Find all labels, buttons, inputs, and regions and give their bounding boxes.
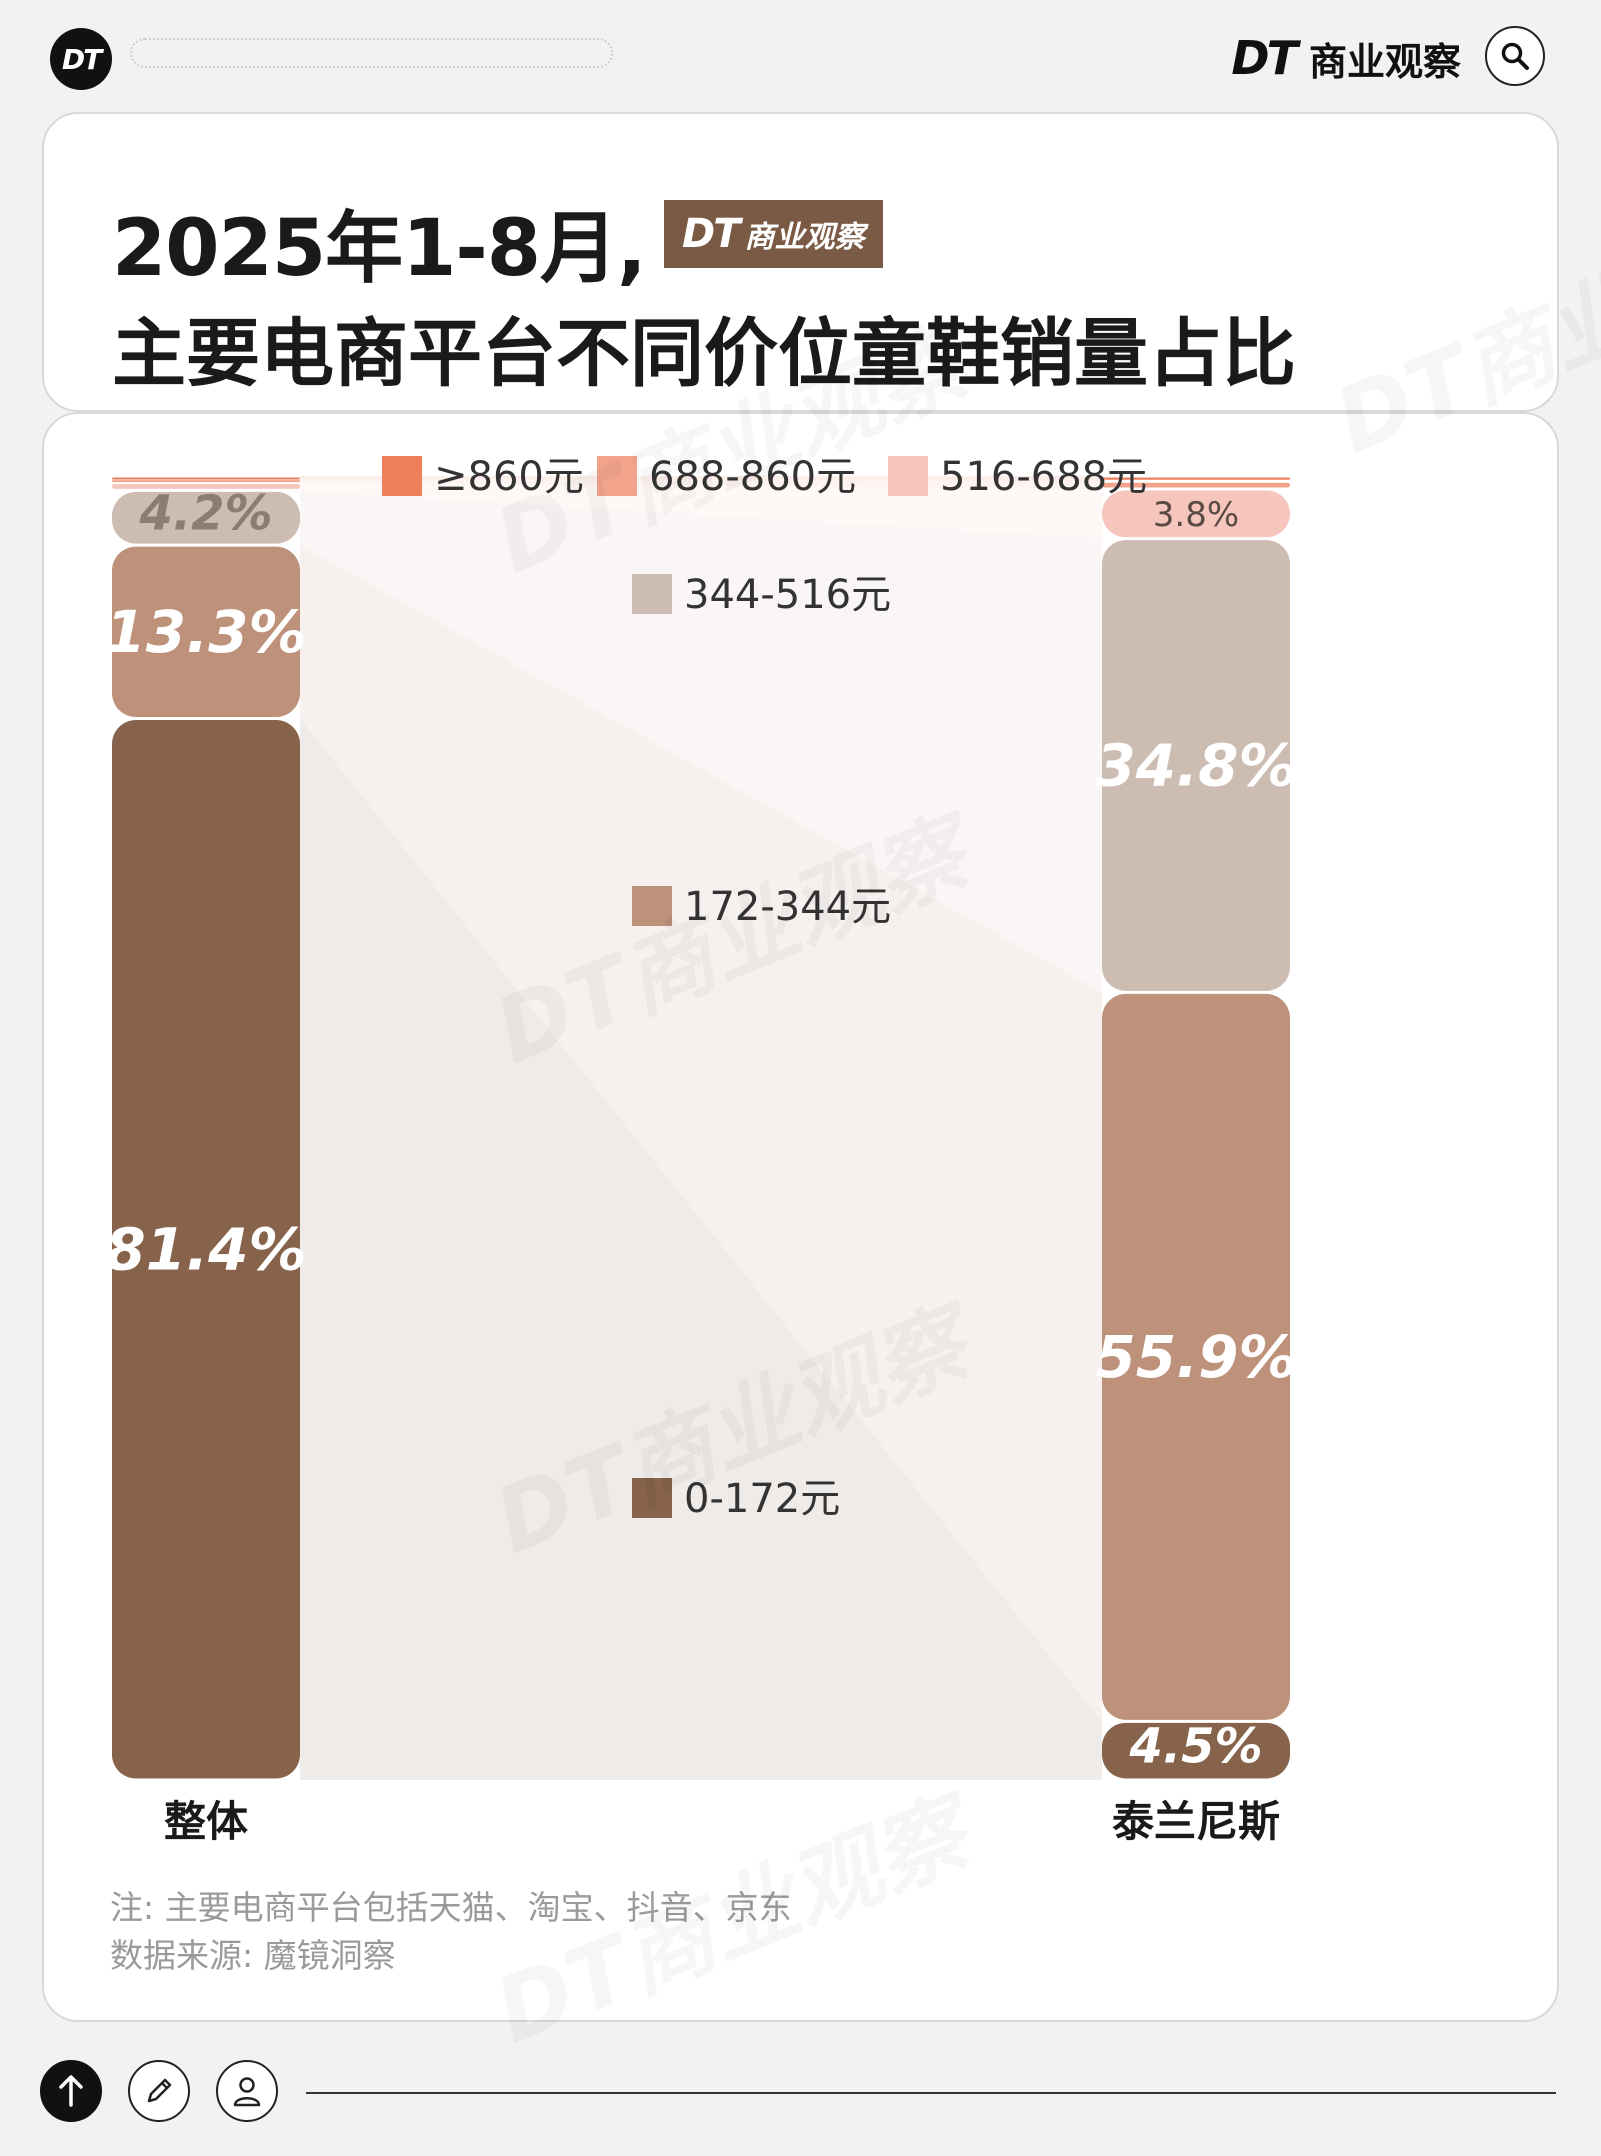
legend-swatch	[632, 1478, 672, 1518]
bar-segment	[112, 477, 300, 480]
data-label: 81.4%	[105, 1215, 306, 1283]
category-label: 整体	[164, 1797, 248, 1846]
connector-band-516-688	[300, 482, 1102, 539]
legend-swatch	[632, 574, 672, 614]
title-brand-stamp: DT 商业观察	[664, 200, 883, 268]
legend-item-172-344: 172-344元	[632, 884, 891, 930]
address-bar[interactable]	[130, 38, 613, 68]
bar-segment	[112, 546, 300, 718]
connector-band-344-516	[300, 490, 1102, 993]
bar-stack-brand: 4.5% 55.9% 34.8% 3.8%	[1095, 477, 1297, 1779]
legend-item-688-860: 688-860元	[597, 454, 856, 500]
bar-segment	[1102, 482, 1290, 488]
brand-cn-text: 商业观察	[1308, 39, 1461, 84]
note-line2: 数据来源: 魔镜洞察	[110, 1936, 396, 1975]
legend-swatch	[382, 456, 422, 496]
bar-segment	[1102, 490, 1290, 538]
brand-dt-text: DT	[1231, 31, 1298, 85]
data-label: 3.8%	[1153, 495, 1239, 535]
connector-band-172-344	[300, 545, 1102, 1722]
connector-band-0-172	[300, 718, 1102, 1781]
legend-item-516-688: 516-688元	[888, 454, 1147, 500]
legend-item-344-516: 344-516元	[632, 572, 891, 618]
top-bar: DT DT 商业观察	[0, 0, 1601, 110]
legend-swatch	[888, 456, 928, 496]
stacked-bar-chart: 81.4% 13.3% 4.2% 整体 4.5% 55.9% 34.8% 3.8% 泰兰尼斯 ≥8…	[105, 454, 1297, 1846]
title-card: 2025年1-8月, DT 商业观察 主要电商平台不同价位童鞋销量占比	[42, 112, 1559, 412]
legend-label: 0-172元	[684, 1476, 840, 1522]
user-icon	[233, 2077, 261, 2107]
legend-item-0-172: 0-172元	[632, 1476, 840, 1522]
title-line1: 2025年1-8月,	[112, 204, 647, 294]
bar-segment	[1102, 993, 1290, 1720]
edit-button[interactable]	[128, 2060, 190, 2122]
note-line1: 注: 主要电商平台包括天猫、淘宝、抖音、京东	[110, 1888, 792, 1927]
legend: ≥860元 688-860元 516-688元 344-516元 172-344元 0-1…	[382, 454, 1147, 1522]
bar-stack-overall: 81.4% 13.3% 4.2%	[105, 477, 307, 1779]
data-label: 55.9%	[1095, 1323, 1296, 1391]
bottom-toolbar	[0, 2040, 1601, 2156]
legend-item-860: ≥860元	[382, 454, 584, 500]
bar-segment	[1102, 1722, 1290, 1779]
stamp-cn-text: 商业观察	[744, 220, 865, 255]
chart-title: 主要电商平台不同价位童鞋销量占比	[112, 311, 1296, 397]
legend-label: 688-860元	[649, 454, 856, 500]
data-label: 13.3%	[105, 598, 306, 666]
dt-logo[interactable]: DT	[50, 28, 112, 90]
bar-segment	[112, 484, 300, 489]
bar-segment	[112, 491, 300, 544]
bar-segment	[1102, 477, 1290, 480]
scroll-top-button[interactable]	[40, 2060, 102, 2122]
data-label: 4.5%	[1128, 1719, 1262, 1775]
data-label: 34.8%	[1095, 731, 1296, 799]
category-label: 泰兰尼斯	[1112, 1797, 1280, 1846]
search-icon	[1501, 42, 1529, 70]
legend-label: 344-516元	[684, 572, 891, 618]
bar-segment	[1102, 540, 1290, 991]
legend-label: ≥860元	[434, 454, 584, 500]
data-label: 4.2%	[138, 486, 272, 542]
legend-swatch	[632, 886, 672, 926]
arrow-up-icon	[59, 2075, 83, 2107]
legend-label: 172-344元	[684, 884, 891, 930]
search-button[interactable]	[1485, 26, 1545, 86]
stamp-dt-text: DT	[682, 211, 740, 257]
connector-bands	[300, 476, 1102, 1781]
pencil-icon	[147, 2078, 172, 2103]
bar-segment	[112, 720, 300, 1779]
legend-label: 516-688元	[940, 454, 1147, 500]
bar-segment	[112, 480, 300, 483]
brand: DT 商业观察	[1231, 30, 1461, 86]
chart-note: 注: 主要电商平台包括天猫、淘宝、抖音、京东 数据来源: 魔镜洞察	[110, 1884, 792, 1980]
legend-swatch	[597, 456, 637, 496]
chart-card: 81.4% 13.3% 4.2% 整体 4.5% 55.9% 34.8% 3.8% 泰兰尼斯 ≥8…	[42, 412, 1559, 2022]
toolbar-divider	[306, 2092, 1556, 2094]
profile-button[interactable]	[216, 2060, 278, 2122]
